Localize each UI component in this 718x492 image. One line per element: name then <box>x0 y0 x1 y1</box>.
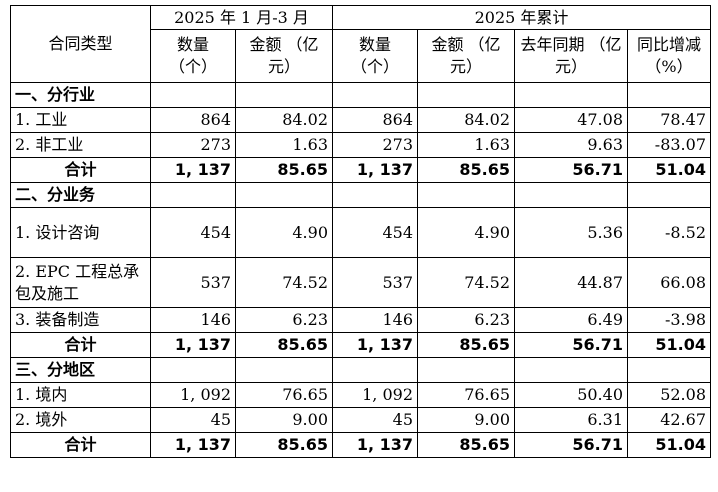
cell-ytd-qty: 864 <box>332 107 418 133</box>
cell-q1-amount: 76.65 <box>235 382 333 408</box>
table-row: 2. 非工业 273 1.63 273 1.63 9.63 -83.07 <box>10 132 711 158</box>
table-row: 1. 设计咨询 454 4.90 454 4.90 5.36 -8.52 <box>10 207 711 258</box>
total-ytd-qty: 1, 137 <box>332 332 418 358</box>
header-contract-type: 合同类型 <box>10 5 151 83</box>
total-row: 合计 1, 137 85.65 1, 137 85.65 56.71 51.04 <box>10 332 711 358</box>
section-title-industry: 一、分行业 <box>10 82 151 108</box>
cell-q1-amount: 4.90 <box>235 207 333 258</box>
cell-ytd-qty: 146 <box>332 307 418 333</box>
total-yoy: 51.04 <box>627 432 711 458</box>
table-row: 2. EPC 工程总承包及施工 537 74.52 537 74.52 44.8… <box>10 257 711 308</box>
cell-yoy: -8.52 <box>627 207 711 258</box>
cell-prev-year: 44.87 <box>514 257 628 308</box>
total-prev-year: 56.71 <box>514 432 628 458</box>
cell-prev-year: 5.36 <box>514 207 628 258</box>
total-ytd-amount: 85.65 <box>417 157 515 183</box>
total-row: 合计 1, 137 85.65 1, 137 85.65 56.71 51.04 <box>10 157 711 183</box>
cell-ytd-qty: 537 <box>332 257 418 308</box>
cell-prev-year: 47.08 <box>514 107 628 133</box>
cell-q1-qty: 454 <box>150 207 236 258</box>
row-label: 1. 境内 <box>10 382 151 408</box>
cell-ytd-qty: 454 <box>332 207 418 258</box>
row-label: 2. 非工业 <box>10 132 151 158</box>
total-q1-amount: 85.65 <box>235 157 333 183</box>
cell-q1-amount: 9.00 <box>235 407 333 433</box>
contract-summary-table: 合同类型 2025 年 1 月-3 月 2025 年累计 数量 （个） 金额 （… <box>10 5 711 458</box>
cell-yoy: 66.08 <box>627 257 711 308</box>
total-q1-qty: 1, 137 <box>150 157 236 183</box>
cell-prev-year: 50.40 <box>514 382 628 408</box>
total-row: 合计 1, 137 85.65 1, 137 85.65 56.71 51.04 <box>10 432 711 458</box>
total-ytd-qty: 1, 137 <box>332 432 418 458</box>
cell-ytd-amount: 74.52 <box>417 257 515 308</box>
header-ytd-qty: 数量 （个） <box>332 29 418 83</box>
row-label: 2. EPC 工程总承包及施工 <box>10 257 151 308</box>
row-label: 3. 装备制造 <box>10 307 151 333</box>
total-ytd-qty: 1, 137 <box>332 157 418 183</box>
table-row: 2. 境外 45 9.00 45 9.00 6.31 42.67 <box>10 407 711 433</box>
header-ytd-amount: 金额 （亿元） <box>417 29 515 83</box>
total-q1-qty: 1, 137 <box>150 332 236 358</box>
cell-prev-year: 6.49 <box>514 307 628 333</box>
cell-yoy: 78.47 <box>627 107 711 133</box>
total-ytd-amount: 85.65 <box>417 432 515 458</box>
cell-q1-amount: 74.52 <box>235 257 333 308</box>
cell-q1-amount: 84.02 <box>235 107 333 133</box>
cell-yoy: -3.98 <box>627 307 711 333</box>
cell-ytd-qty: 1, 092 <box>332 382 418 408</box>
total-label: 合计 <box>10 332 151 358</box>
cell-ytd-amount: 1.63 <box>417 132 515 158</box>
row-label: 1. 设计咨询 <box>10 207 151 258</box>
total-q1-amount: 85.65 <box>235 332 333 358</box>
row-label: 1. 工业 <box>10 107 151 133</box>
cell-q1-qty: 45 <box>150 407 236 433</box>
cell-q1-qty: 146 <box>150 307 236 333</box>
row-label: 2. 境外 <box>10 407 151 433</box>
cell-q1-amount: 6.23 <box>235 307 333 333</box>
cell-prev-year: 6.31 <box>514 407 628 433</box>
cell-q1-qty: 864 <box>150 107 236 133</box>
cell-q1-qty: 273 <box>150 132 236 158</box>
cell-yoy: -83.07 <box>627 132 711 158</box>
total-prev-year: 56.71 <box>514 157 628 183</box>
cell-ytd-amount: 4.90 <box>417 207 515 258</box>
total-label: 合计 <box>10 157 151 183</box>
table-row: 3. 装备制造 146 6.23 146 6.23 6.49 -3.98 <box>10 307 711 333</box>
total-label: 合计 <box>10 432 151 458</box>
cell-prev-year: 9.63 <box>514 132 628 158</box>
total-ytd-amount: 85.65 <box>417 332 515 358</box>
cell-yoy: 52.08 <box>627 382 711 408</box>
cell-ytd-qty: 45 <box>332 407 418 433</box>
total-prev-year: 56.71 <box>514 332 628 358</box>
cell-q1-qty: 537 <box>150 257 236 308</box>
cell-ytd-amount: 6.23 <box>417 307 515 333</box>
table-row: 1. 工业 864 84.02 864 84.02 47.08 78.47 <box>10 107 711 133</box>
cell-ytd-qty: 273 <box>332 132 418 158</box>
cell-ytd-amount: 76.65 <box>417 382 515 408</box>
total-yoy: 51.04 <box>627 157 711 183</box>
cell-ytd-amount: 84.02 <box>417 107 515 133</box>
total-q1-qty: 1, 137 <box>150 432 236 458</box>
total-yoy: 51.04 <box>627 332 711 358</box>
header-q1-amount: 金额 （亿元） <box>235 29 333 83</box>
section-title-region: 三、分地区 <box>10 357 151 383</box>
table-row: 1. 境内 1, 092 76.65 1, 092 76.65 50.40 52… <box>10 382 711 408</box>
cell-ytd-amount: 9.00 <box>417 407 515 433</box>
header-yoy: 同比增减 （%） <box>627 29 711 83</box>
header-period-ytd: 2025 年累计 <box>332 5 711 30</box>
header-period-q1: 2025 年 1 月-3 月 <box>150 5 333 30</box>
header-q1-qty: 数量 （个） <box>150 29 236 83</box>
cell-q1-amount: 1.63 <box>235 132 333 158</box>
cell-yoy: 42.67 <box>627 407 711 433</box>
cell-q1-qty: 1, 092 <box>150 382 236 408</box>
header-prev-year: 去年同期 （亿元） <box>514 29 628 83</box>
total-q1-amount: 85.65 <box>235 432 333 458</box>
section-title-business: 二、分业务 <box>10 182 151 208</box>
